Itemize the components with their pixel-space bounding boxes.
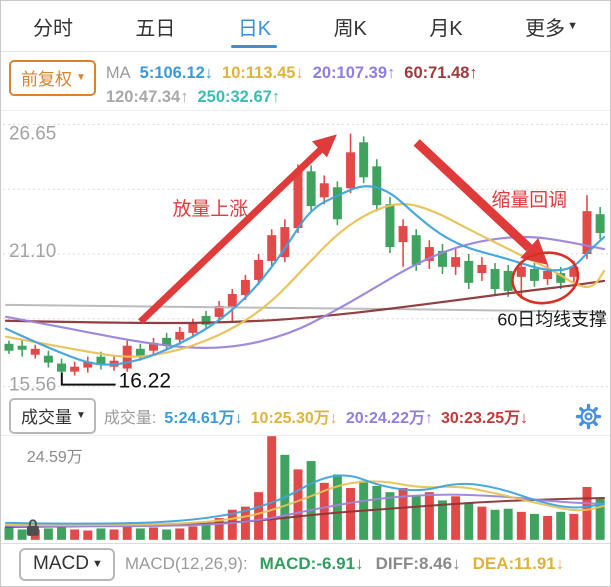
ma-prefix: MA	[105, 64, 131, 82]
adjust-type-label: 前复权	[21, 70, 72, 89]
support-label: 60日均线支撑	[497, 310, 607, 330]
indicator-value: 30:23.25万↓	[440, 410, 529, 427]
ma-values: MA 5:106.12↓ 10:113.45↓ 20:107.39↑ 60:71.48↑…	[106, 60, 478, 109]
tab-月K[interactable]: 月K	[425, 1, 466, 51]
settings-gear-icon[interactable]	[574, 402, 602, 430]
indicator-value: 10:113.45↓	[222, 64, 304, 82]
indicator-value: 5:24.61万↓	[164, 410, 243, 427]
pullback-arrow	[413, 139, 533, 252]
chevron-down-icon: ▼	[567, 20, 578, 32]
price-axis-label: 21.10	[9, 241, 56, 262]
rally-arrow	[138, 146, 324, 325]
ma-indicator-header: 前复权 ▼ MA 5:106.12↓ 10:113.45↓ 20:107.39↑ 60:…	[1, 52, 610, 111]
macd-button-label: MACD	[33, 552, 89, 574]
support-circle-annotation	[511, 251, 580, 305]
ma-row: 120:47.34↑ 250:32.67↑	[106, 85, 478, 109]
lock-icon	[26, 519, 39, 536]
macd-indicator-button[interactable]: MACD ▼	[19, 547, 115, 581]
tab-分时[interactable]: 分时	[29, 1, 77, 51]
volume-indicator-header: 成交量 ▼ 成交量: 5:24.61万↓ 10:25.30万↓ 20:24.22万↑ 3…	[1, 397, 610, 436]
volume-indicator-button[interactable]: 成交量 ▼	[9, 398, 96, 434]
indicator-value: DIFF:8.46↓	[375, 554, 461, 573]
indicator-value: DEA:11.91↓	[472, 554, 565, 573]
indicator-value: 10:25.30万↓	[250, 410, 338, 427]
candlestick-chart[interactable]: 26.65 21.10 15.56 放量上涨 缩量回调 60日均线支撑 16.22	[1, 111, 610, 397]
price-axis-label: 15.56	[9, 375, 56, 396]
volume-button-label: 成交量	[21, 408, 72, 427]
volume-chart[interactable]: 24.59万	[1, 436, 610, 543]
tab-label: 五日	[135, 17, 176, 40]
volume-prefix: 成交量:	[103, 410, 157, 427]
indicator-value: 250:32.67↑	[197, 88, 281, 106]
gear-glyph	[575, 403, 601, 429]
macd-formula: MACD(12,26,9):	[124, 554, 248, 573]
volume-scale-label: 24.59万	[27, 449, 83, 466]
price-axis-label: 26.65	[9, 123, 56, 144]
chevron-down-icon: ▼	[76, 410, 86, 421]
macd-indicator-bar: MACD ▼ MACD(12,26,9): MACD:-6.91↓ DIFF:8.4…	[1, 543, 610, 584]
tab-label: 周K	[333, 17, 367, 40]
indicator-value: MACD:-6.91↓	[259, 554, 364, 573]
tab-更多[interactable]: 更多 ▼	[521, 1, 582, 51]
low-price-bracket	[60, 372, 116, 386]
tab-label: 月K	[429, 17, 463, 40]
chart-period-tabs: 分时 五日 日K 周K 月K 更多 ▼	[1, 1, 610, 52]
indicator-value: 120:47.34↑	[105, 88, 189, 106]
tab-label: 分时	[33, 17, 73, 40]
indicator-value: 20:107.39↑	[312, 64, 396, 82]
volume-ma-values: 成交量: 5:24.61万↓ 10:25.30万↓ 20:24.22万↑ 30:23.2…	[104, 404, 566, 428]
volume-chart-panel[interactable]: 24.59万	[1, 436, 610, 543]
macd-values: MACD(12,26,9): MACD:-6.91↓ DIFF:8.46↓ DEA:1…	[125, 554, 564, 574]
low-price-label: 16.22	[119, 370, 171, 393]
chevron-down-icon: ▼	[76, 72, 86, 83]
adjust-type-button[interactable]: 前复权 ▼	[9, 60, 96, 96]
tab-label: 更多	[525, 17, 566, 40]
chevron-down-icon: ▼	[91, 557, 103, 570]
rally-arrowhead	[311, 134, 337, 158]
indicator-value: 20:24.22万↑	[345, 410, 433, 427]
pullback-label: 缩量回调	[491, 189, 567, 211]
ma-row: MA 5:106.12↓ 10:113.45↓ 20:107.39↑ 60:71.48↑	[106, 61, 478, 85]
tab-周K[interactable]: 周K	[330, 1, 371, 51]
tab-五日[interactable]: 五日	[131, 1, 179, 51]
tab-label: 日K	[237, 17, 272, 40]
indicator-value: 60:71.48↑	[404, 64, 478, 82]
tab-日K[interactable]: 日K	[234, 1, 275, 51]
indicator-value: 5:106.12↓	[139, 64, 214, 82]
rally-label: 放量上涨	[172, 198, 248, 220]
candlestick-chart-panel[interactable]: 26.65 21.10 15.56 放量上涨 缩量回调 60日均线支撑 16.22	[1, 111, 610, 397]
